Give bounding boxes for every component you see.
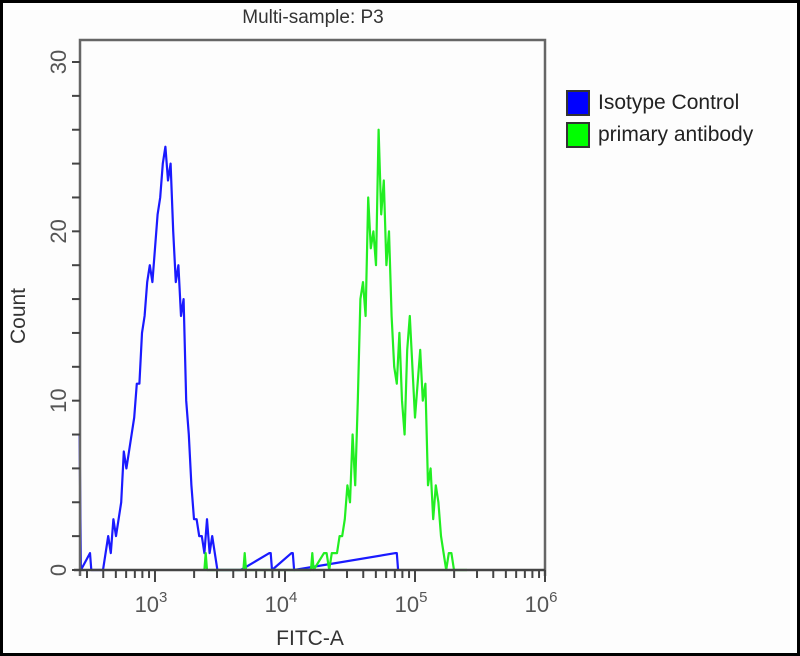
isotype-control-trace (78, 145, 400, 572)
y-tick-label: 0 (46, 564, 71, 576)
y-axis-label: Count (7, 288, 30, 344)
x-axis-label: FITC-A (276, 627, 344, 650)
primary-antibody-trace (203, 128, 467, 572)
legend-item-isotype-control: Isotype Control (566, 87, 753, 119)
x-tick-label: 104 (265, 589, 298, 617)
y-tick-label: 20 (46, 219, 71, 243)
x-tick-label: 105 (395, 589, 428, 617)
axes-layer: 0 10 20 30 103 104 105 106 (46, 38, 558, 617)
legend-label: Isotype Control (598, 91, 740, 114)
series-layer (78, 128, 467, 572)
legend: Isotype Control primary antibody (566, 87, 753, 151)
chart-title: Multi-sample: P3 (242, 7, 384, 28)
x-tick-label: 103 (135, 589, 168, 617)
y-tick-label: 10 (46, 388, 71, 412)
legend-swatch-blue (566, 90, 590, 116)
y-tick-label: 30 (46, 50, 71, 74)
legend-item-primary-antibody: primary antibody (566, 119, 753, 151)
legend-swatch-green (566, 122, 590, 148)
histogram-plot: 0 10 20 30 103 104 105 106 FITC-A Count (7, 38, 558, 650)
chart-frame: Multi-sample: P3 0 10 20 30 103 104 105 106 FIT… (3, 3, 797, 653)
x-tick-label: 106 (525, 589, 558, 617)
plot-border (78, 38, 547, 576)
legend-label: primary antibody (598, 123, 754, 146)
